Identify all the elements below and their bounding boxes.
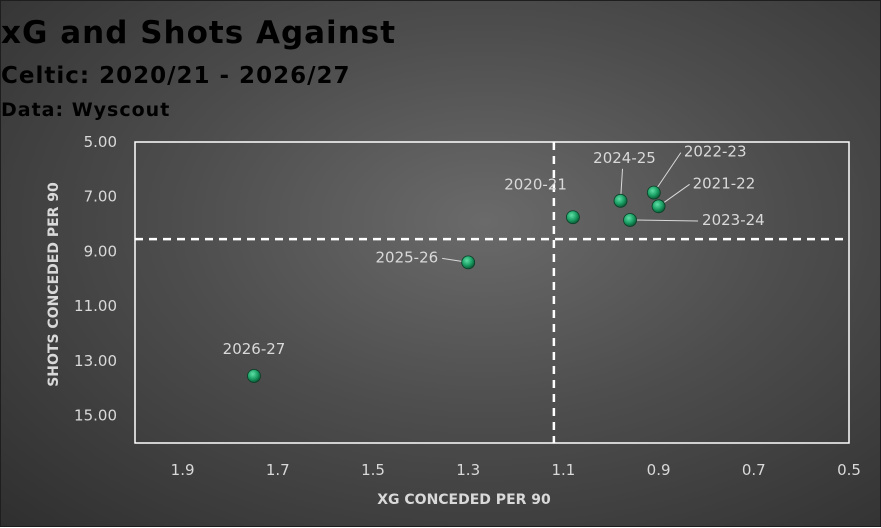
x-tick-label: 0.9 (647, 461, 671, 479)
data-label-2022-23: 2022-23 (684, 143, 747, 161)
y-tick-label: 9.00 (84, 242, 117, 260)
leader-line (630, 219, 699, 222)
data-point-2020-21 (566, 210, 580, 225)
x-tick-label: 1.7 (266, 461, 290, 479)
data-point-2026-27 (247, 369, 261, 383)
data-label-2024-25: 2024-25 (593, 149, 656, 167)
data-label-2023-24: 2023-24 (702, 211, 765, 229)
data-point-2021-22 (651, 199, 666, 214)
data-point-2023-24 (623, 213, 637, 227)
x-tick-label: 1.3 (456, 461, 480, 479)
x-tick-label: 1.1 (551, 461, 575, 479)
chart-subtitle: Celtic: 2020/21 - 2026/27 (1, 63, 351, 89)
chart-title: xG and Shots Against (1, 15, 397, 51)
data-label-2021-22: 2021-22 (693, 174, 756, 192)
y-tick-label: 15.00 (74, 407, 117, 425)
plot-area-border (134, 141, 850, 444)
data-point-2022-23 (646, 185, 661, 200)
x-tick-label: 1.9 (171, 461, 195, 479)
x-tick-label: 0.7 (742, 461, 766, 479)
chart-source: Data: Wyscout (1, 99, 171, 121)
data-label-2025-26: 2025-26 (376, 248, 439, 266)
data-point-2024-25 (613, 193, 628, 208)
data-label-2026-27: 2026-27 (223, 340, 286, 358)
y-tick-label: 5.00 (84, 133, 117, 151)
x-axis-title: XG CONCEDED PER 90 (377, 492, 551, 508)
leader-line (653, 152, 682, 193)
data-point-2025-26 (461, 255, 476, 270)
y-tick-label: 11.00 (74, 297, 117, 315)
y-tick-label: 13.00 (74, 352, 117, 370)
y-tick-label: 7.00 (84, 188, 117, 206)
data-label-2020-21: 2020-21 (504, 175, 567, 193)
x-tick-label: 1.5 (361, 461, 385, 479)
x-tick-label: 0.5 (837, 461, 861, 479)
y-axis-title: SHOTS CONCEDED PER 90 (46, 182, 62, 387)
